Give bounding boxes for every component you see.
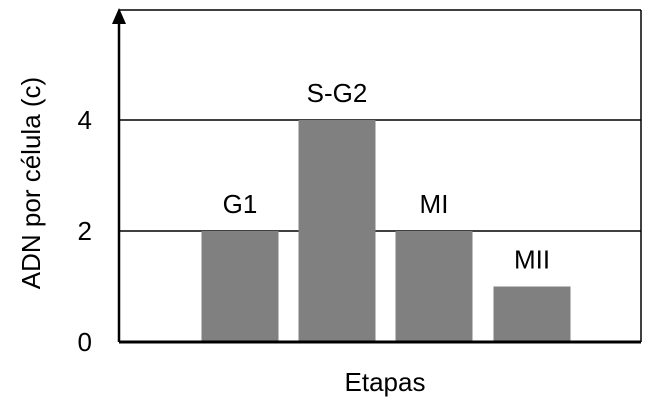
- y-tick-label-2: 2: [78, 216, 92, 246]
- bar-g1: [201, 231, 279, 342]
- y-tick-label-0: 0: [78, 327, 92, 357]
- bar-label-g1: G1: [223, 189, 258, 219]
- y-tick-label-4: 4: [78, 105, 92, 135]
- x-axis-title: Etapas: [345, 367, 426, 397]
- labels: G1 S-G2 MI MII 0 2 4: [78, 78, 551, 357]
- y-axis-title: ADN por célula (c): [16, 77, 46, 289]
- bar-label-s-g2: S-G2: [307, 78, 368, 108]
- bar-label-mi: MI: [420, 189, 449, 219]
- bar-label-mii: MII: [514, 245, 550, 275]
- axes: [112, 8, 641, 344]
- bars: [201, 120, 571, 342]
- bar-mi: [395, 231, 473, 342]
- y-axis-arrow: [112, 8, 126, 24]
- bar-s-g2: [298, 120, 376, 342]
- bar-mii: [493, 286, 571, 342]
